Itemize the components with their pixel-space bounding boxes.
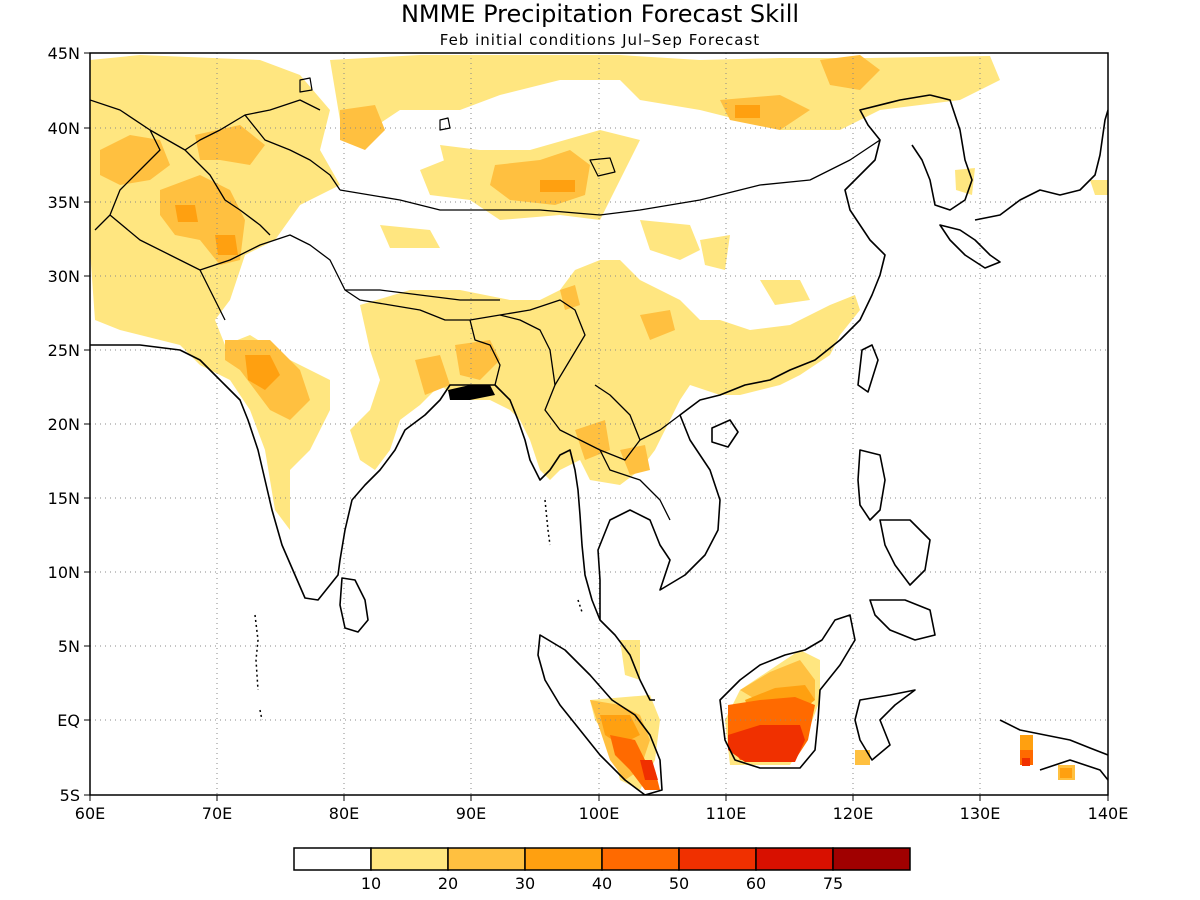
lon-label: 90E [456,804,486,823]
taiwan [857,344,879,393]
lon-label: 120E [833,804,874,823]
lon-label: 110E [706,804,747,823]
colorbar-swatch [678,847,757,871]
philippines [857,449,886,521]
colorbar-label: 60 [746,874,766,893]
lon-label: 130E [960,804,1001,823]
japan [974,109,1108,221]
lon-label: 60E [75,804,105,823]
myanmar-coast [470,384,655,701]
map-gridlines [90,53,1108,795]
colorbar-swatch [370,847,449,871]
hainan [711,419,739,448]
lat-label: 20N [48,415,80,434]
lat-label: 5S [60,786,80,805]
new-guinea [999,719,1108,756]
sulawesi [854,689,916,761]
skill-50-60 [640,725,1030,780]
skill-40-50 [610,697,1033,790]
lon-label: 140E [1088,804,1129,823]
india-coastline [90,344,470,601]
colorbar-swatch [447,847,526,871]
country-borders [90,99,881,461]
map-title: NMME Precipitation Forecast Skill [401,0,799,28]
colorbar-swatch [524,847,603,871]
lon-label: 80E [329,804,359,823]
lat-label: EQ [57,711,80,730]
lat-label: 10N [48,563,80,582]
lat-label: 30N [48,267,80,286]
colorbar-label: 75 [823,874,843,893]
lat-label: 15N [48,489,80,508]
colorbar-label: 30 [515,874,535,893]
lon-axis: 60E 70E 80E 90E 100E 110E 120E 130E 140E [75,795,1129,823]
lat-label: 45N [48,44,80,63]
korea [911,94,973,211]
colorbar-swatch [293,847,372,871]
colorbar-label: 40 [592,874,612,893]
map-subtitle: Feb initial conditions Jul–Sep Forecast [440,31,760,49]
ganges-delta [448,385,495,400]
lat-label: 5N [58,637,80,656]
lon-label: 100E [579,804,620,823]
colorbar-label: 10 [361,874,381,893]
sri-lanka [339,577,369,633]
lat-axis: 45N 40N 35N 30N 25N 20N 15N 10N 5N EQ 5S [48,44,90,805]
colorbar-label: 20 [438,874,458,893]
coastlines [90,77,1108,795]
sumatra [537,634,663,795]
indochina-coast [597,94,931,620]
skill-shading [90,55,1108,790]
lon-label: 70E [202,804,232,823]
colorbar-label: 50 [669,874,689,893]
colorbar-swatch [601,847,680,871]
lat-label: 35N [48,193,80,212]
colorbar: 10 20 30 40 50 60 75 [293,847,911,893]
colorbar-swatch [755,847,834,871]
borneo [719,614,856,769]
lat-label: 25N [48,341,80,360]
colorbar-swatch [832,847,911,871]
lat-label: 40N [48,119,80,138]
